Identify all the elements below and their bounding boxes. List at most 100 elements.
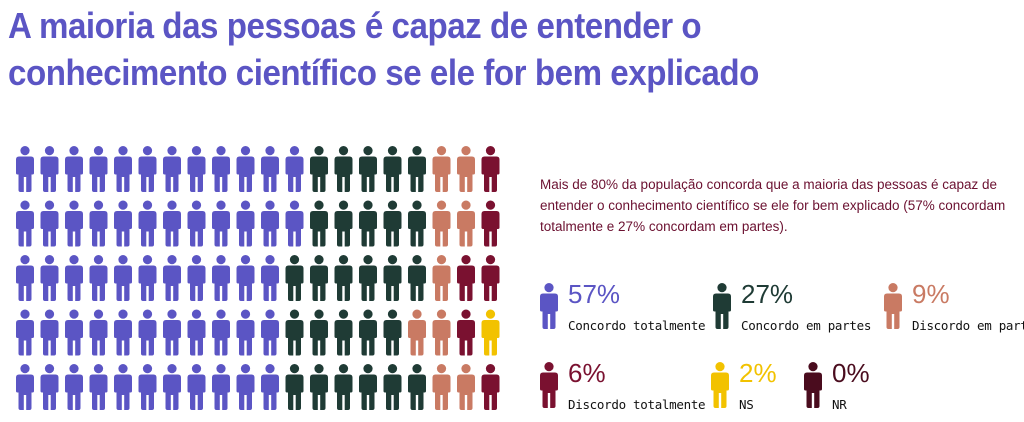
person-icon bbox=[359, 146, 377, 192]
person-icon bbox=[89, 146, 108, 192]
chart-description: Mais de 80% da população concorda que a … bbox=[540, 177, 1006, 234]
person-icon bbox=[40, 364, 59, 410]
person-icon bbox=[481, 255, 500, 301]
person-icon bbox=[481, 146, 500, 192]
person-icon bbox=[285, 255, 304, 301]
person-icon bbox=[65, 364, 83, 410]
person-icon bbox=[540, 362, 558, 408]
person-icon bbox=[212, 200, 230, 247]
person-icon bbox=[261, 309, 279, 356]
person-icon bbox=[114, 364, 132, 410]
legend-label: Concordo em partes bbox=[741, 318, 872, 333]
person-icon bbox=[432, 200, 451, 247]
legend-pct: 57% bbox=[568, 279, 621, 309]
person-icon bbox=[261, 255, 279, 301]
person-icon bbox=[236, 255, 255, 301]
person-icon bbox=[89, 200, 108, 247]
legend-label: NR bbox=[832, 397, 847, 412]
legend-label: Discordo totalmente bbox=[568, 397, 706, 412]
person-icon bbox=[713, 283, 731, 329]
person-icon bbox=[334, 309, 353, 356]
chart-title: A maioria das pessoas é capaz de entende… bbox=[8, 5, 759, 93]
person-icon bbox=[432, 146, 451, 192]
person-icon bbox=[408, 146, 426, 192]
person-icon bbox=[236, 146, 255, 192]
person-icon bbox=[187, 146, 206, 192]
pictogram-svg bbox=[16, 146, 500, 410]
person-icon bbox=[163, 309, 181, 356]
person-icon bbox=[334, 364, 353, 410]
person-icon bbox=[89, 364, 108, 410]
person-icon bbox=[65, 146, 83, 192]
person-icon bbox=[16, 146, 34, 192]
person-icon bbox=[540, 283, 558, 329]
person-icon bbox=[187, 364, 206, 410]
person-icon bbox=[89, 309, 108, 356]
person-icon bbox=[359, 364, 377, 410]
person-icon bbox=[481, 364, 500, 410]
person-icon bbox=[457, 364, 475, 410]
person-icon bbox=[16, 309, 34, 356]
person-icon bbox=[310, 255, 328, 301]
person-icon bbox=[65, 309, 83, 356]
legend-pct: 9% bbox=[912, 279, 950, 309]
legend-label: Concordo totalmente bbox=[568, 318, 706, 333]
person-icon bbox=[481, 200, 500, 247]
person-icon bbox=[334, 255, 353, 301]
person-icon bbox=[804, 362, 822, 408]
person-icon bbox=[187, 255, 206, 301]
person-icon bbox=[408, 255, 426, 301]
person-icon bbox=[359, 200, 377, 247]
person-icon bbox=[138, 146, 157, 192]
person-icon bbox=[138, 200, 157, 247]
person-icon bbox=[804, 362, 822, 408]
person-icon bbox=[212, 364, 230, 410]
person-icon bbox=[16, 364, 34, 410]
person-icon bbox=[138, 309, 157, 356]
person-icon bbox=[114, 309, 132, 356]
person-icon bbox=[163, 364, 181, 410]
person-icon bbox=[114, 255, 132, 301]
person-icon bbox=[114, 200, 132, 247]
person-icon bbox=[40, 146, 59, 192]
person-icon bbox=[432, 364, 451, 410]
person-icon bbox=[261, 200, 279, 247]
person-icon bbox=[285, 146, 304, 192]
person-icon bbox=[540, 362, 558, 408]
person-icon bbox=[310, 200, 328, 247]
person-icon bbox=[457, 200, 475, 247]
person-icon bbox=[310, 364, 328, 410]
legend-pct: 2% bbox=[739, 358, 777, 388]
person-icon bbox=[383, 255, 402, 301]
person-icon bbox=[212, 146, 230, 192]
person-icon bbox=[138, 364, 157, 410]
person-icon bbox=[236, 364, 255, 410]
person-icon bbox=[16, 255, 34, 301]
person-icon bbox=[383, 200, 402, 247]
legend-pct: 0% bbox=[832, 358, 870, 388]
person-icon bbox=[359, 309, 377, 356]
person-icon bbox=[383, 364, 402, 410]
person-icon bbox=[408, 364, 426, 410]
person-icon bbox=[65, 200, 83, 247]
person-icon bbox=[65, 255, 83, 301]
legend-label: Discordo em partes bbox=[912, 318, 1024, 333]
person-icon bbox=[212, 255, 230, 301]
person-icon bbox=[40, 200, 59, 247]
person-icon bbox=[261, 364, 279, 410]
person-icon bbox=[285, 364, 304, 410]
person-icon bbox=[383, 146, 402, 192]
person-icon bbox=[285, 309, 304, 356]
person-icon bbox=[334, 200, 353, 247]
person-icon bbox=[383, 309, 402, 356]
person-icon bbox=[138, 255, 157, 301]
person-icon bbox=[432, 309, 451, 356]
person-icon bbox=[163, 200, 181, 247]
legend-label: NS bbox=[739, 397, 754, 412]
person-icon bbox=[114, 146, 132, 192]
person-icon bbox=[711, 362, 729, 408]
person-icon bbox=[713, 283, 731, 329]
person-icon bbox=[187, 309, 206, 356]
person-icon bbox=[408, 200, 426, 247]
person-icon bbox=[212, 309, 230, 356]
